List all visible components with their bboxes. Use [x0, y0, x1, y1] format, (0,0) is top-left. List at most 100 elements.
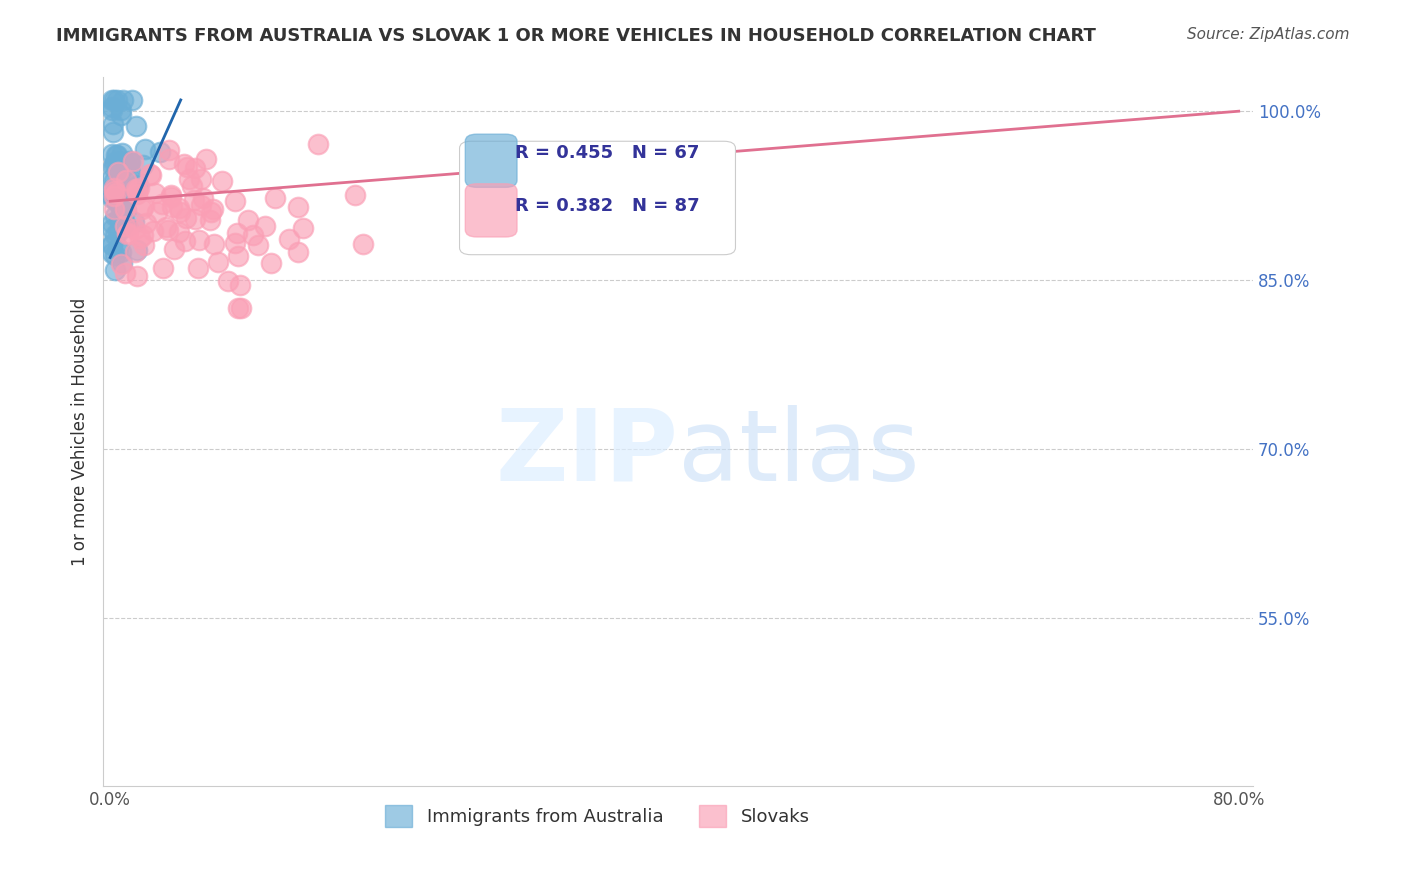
Point	[107, 225, 129, 239]
Point	[190, 172, 212, 186]
Point	[287, 200, 309, 214]
Point	[128, 181, 150, 195]
Point	[114, 219, 136, 234]
Point	[143, 186, 166, 200]
Point	[120, 182, 142, 196]
Point	[121, 93, 143, 107]
Point	[117, 174, 139, 188]
Point	[292, 221, 315, 235]
Point	[103, 189, 125, 203]
Point	[264, 191, 287, 205]
Point	[101, 124, 124, 138]
Text: IMMIGRANTS FROM AUSTRALIA VS SLOVAK 1 OR MORE VEHICLES IN HOUSEHOLD CORRELATION : IMMIGRANTS FROM AUSTRALIA VS SLOVAK 1 OR…	[56, 27, 1097, 45]
Point	[112, 180, 135, 194]
Point	[101, 147, 124, 161]
Point	[260, 256, 283, 270]
Point	[110, 256, 132, 270]
Point	[101, 170, 124, 185]
Point	[125, 186, 148, 201]
Point	[229, 301, 252, 315]
Point	[202, 236, 225, 251]
Point	[149, 145, 172, 159]
Point	[211, 174, 233, 188]
Point	[135, 216, 157, 230]
FancyBboxPatch shape	[465, 184, 517, 237]
Point	[150, 197, 173, 211]
Point	[132, 238, 155, 252]
Point	[115, 219, 138, 233]
Point	[183, 193, 205, 207]
Point	[103, 93, 125, 107]
Point	[101, 190, 124, 204]
Point	[287, 244, 309, 259]
Point	[200, 205, 222, 219]
Point	[131, 227, 153, 242]
Text: atlas: atlas	[678, 405, 920, 501]
Point	[344, 187, 367, 202]
Point	[100, 103, 122, 117]
Point	[100, 245, 122, 260]
Point	[181, 179, 204, 194]
Point	[169, 205, 191, 219]
Point	[125, 184, 148, 198]
Point	[131, 202, 153, 216]
Point	[125, 120, 148, 134]
Point	[134, 199, 156, 213]
Point	[352, 237, 374, 252]
Point	[105, 148, 128, 162]
Point	[114, 202, 136, 216]
Point	[242, 228, 264, 243]
Point	[100, 191, 122, 205]
Point	[103, 202, 125, 217]
Point	[107, 165, 129, 179]
Point	[176, 160, 198, 174]
Text: ZIP: ZIP	[495, 405, 678, 501]
Point	[127, 244, 149, 258]
Point	[111, 201, 134, 215]
Point	[160, 200, 183, 214]
Point	[174, 211, 197, 225]
Point	[101, 100, 124, 114]
Point	[100, 237, 122, 252]
Point	[100, 93, 122, 107]
Point	[173, 157, 195, 171]
Point	[103, 117, 125, 131]
Point	[110, 103, 132, 117]
Point	[110, 245, 132, 260]
Point	[236, 213, 259, 227]
Point	[217, 274, 239, 288]
Point	[103, 154, 125, 169]
Point	[111, 145, 134, 160]
Point	[160, 190, 183, 204]
Point	[124, 215, 146, 229]
Point	[100, 216, 122, 230]
Point	[190, 197, 212, 211]
Point	[104, 263, 127, 277]
Point	[110, 166, 132, 180]
Point	[118, 155, 141, 169]
Point	[108, 196, 131, 211]
Point	[127, 268, 149, 283]
Point	[224, 194, 246, 208]
Point	[103, 157, 125, 171]
Legend: Immigrants from Australia, Slovaks: Immigrants from Australia, Slovaks	[378, 797, 817, 834]
Point	[124, 221, 146, 235]
Point	[228, 277, 250, 292]
Point	[103, 181, 125, 195]
Point	[125, 181, 148, 195]
Point	[103, 185, 125, 199]
Point	[152, 260, 174, 275]
Point	[157, 152, 180, 166]
Text: Source: ZipAtlas.com: Source: ZipAtlas.com	[1187, 27, 1350, 42]
Point	[183, 212, 205, 227]
Point	[110, 257, 132, 271]
Point	[187, 261, 209, 276]
Point	[104, 248, 127, 262]
Point	[127, 178, 149, 192]
Text: R = 0.382   N = 87: R = 0.382 N = 87	[515, 197, 699, 216]
Point	[104, 194, 127, 208]
Point	[277, 232, 299, 246]
Point	[226, 249, 249, 263]
Point	[118, 156, 141, 170]
Point	[104, 147, 127, 161]
